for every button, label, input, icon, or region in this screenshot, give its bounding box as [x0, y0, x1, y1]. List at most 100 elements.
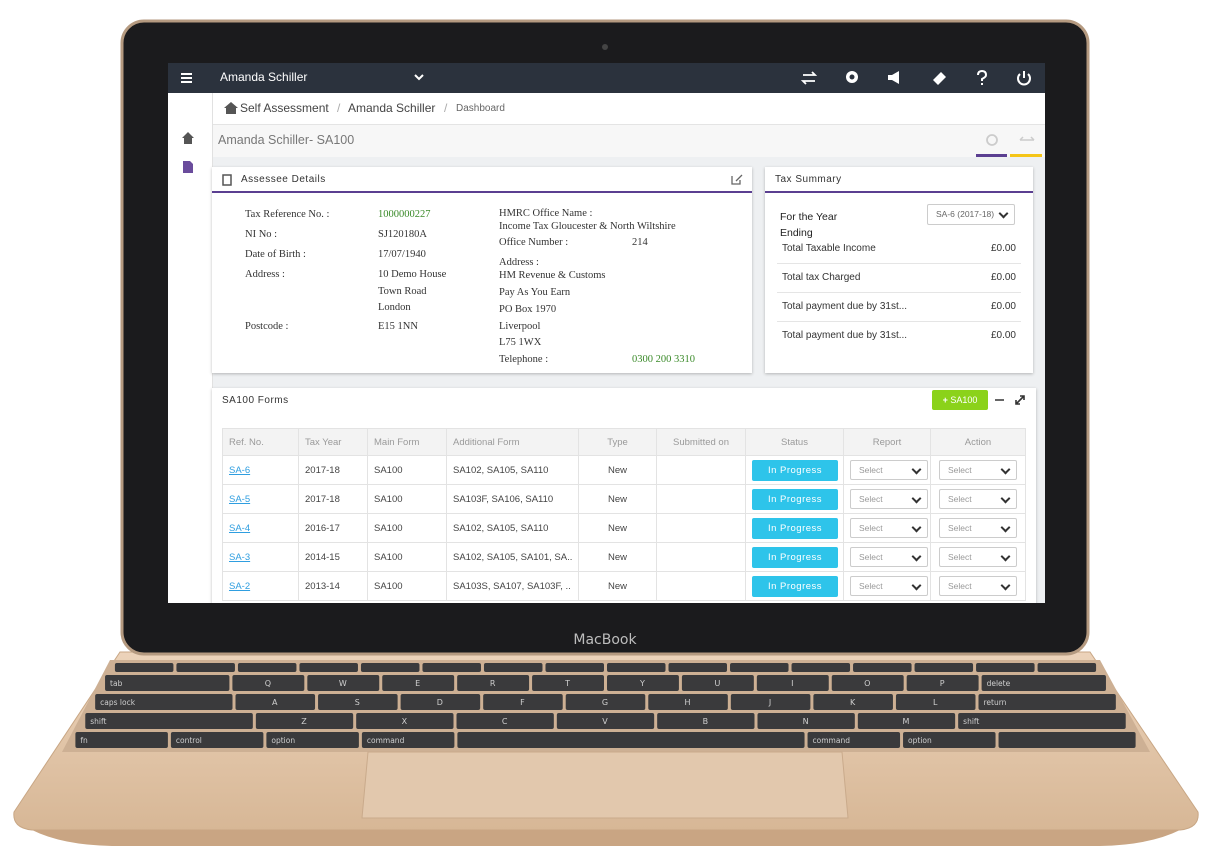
- key[interactable]: [105, 675, 230, 691]
- select-box[interactable]: Select: [939, 460, 1017, 480]
- table-cell: 2013-14: [298, 571, 368, 601]
- function-key[interactable]: [853, 663, 912, 672]
- key[interactable]: [730, 694, 811, 710]
- key[interactable]: [831, 675, 904, 691]
- function-key[interactable]: [237, 663, 297, 672]
- function-key[interactable]: [483, 663, 543, 672]
- ref-link[interactable]: SA-2: [229, 580, 251, 592]
- key[interactable]: [607, 675, 679, 691]
- key[interactable]: [85, 713, 253, 729]
- toolbar-icons[interactable]: [800, 70, 1040, 86]
- function-key[interactable]: [976, 663, 1035, 672]
- function-key[interactable]: [299, 663, 358, 672]
- edit-icon[interactable]: [730, 172, 744, 186]
- key[interactable]: [648, 694, 728, 710]
- key-label: U: [714, 679, 720, 688]
- select-box[interactable]: Select: [850, 489, 928, 509]
- key[interactable]: [232, 675, 305, 691]
- status-badge[interactable]: In Progress: [752, 546, 838, 568]
- space-bar[interactable]: [457, 732, 805, 748]
- user-dropdown[interactable]: [413, 73, 425, 83]
- key[interactable]: [903, 732, 996, 748]
- key[interactable]: [75, 732, 168, 748]
- key[interactable]: [857, 713, 956, 729]
- function-key[interactable]: [914, 663, 974, 672]
- select-box[interactable]: Select: [850, 460, 928, 480]
- forms-nav[interactable]: [182, 160, 194, 174]
- status-badge[interactable]: In Progress: [752, 459, 838, 481]
- key[interactable]: [361, 732, 455, 748]
- function-key[interactable]: [545, 663, 604, 672]
- key[interactable]: [532, 675, 604, 691]
- key[interactable]: [978, 694, 1116, 710]
- key[interactable]: [266, 732, 359, 748]
- select-box[interactable]: Select: [939, 547, 1017, 567]
- key[interactable]: [981, 675, 1106, 691]
- ref-link[interactable]: SA-6: [229, 464, 251, 476]
- select-box[interactable]: Select: [850, 547, 928, 567]
- user-name[interactable]: Amanda Schiller: [220, 70, 308, 84]
- key-label: option: [908, 736, 932, 745]
- key[interactable]: [757, 713, 855, 729]
- key[interactable]: [307, 675, 380, 691]
- select-box[interactable]: Select: [939, 518, 1017, 538]
- key[interactable]: [958, 713, 1126, 729]
- key[interactable]: [318, 694, 398, 710]
- key[interactable]: [681, 675, 754, 691]
- field-value: Liverpool: [499, 321, 541, 332]
- arrow-keys[interactable]: [998, 732, 1136, 748]
- ref-link[interactable]: SA-3: [229, 551, 251, 563]
- field-value: 10 Demo House: [378, 269, 447, 280]
- function-key[interactable]: [607, 663, 666, 672]
- panel-header: Assessee Details: [212, 167, 752, 193]
- status-badge[interactable]: In Progress: [752, 575, 838, 597]
- key[interactable]: [382, 675, 455, 691]
- function-key[interactable]: [114, 663, 174, 672]
- year-select[interactable]: SA-6 (2017-18): [927, 204, 1015, 225]
- key[interactable]: [356, 713, 454, 729]
- field-value: 0300 200 3310: [632, 354, 695, 365]
- crumb-link[interactable]: Self Assessment: [240, 101, 329, 115]
- key[interactable]: [456, 713, 554, 729]
- add-form-button[interactable]: + SA100: [932, 390, 988, 410]
- key[interactable]: [807, 732, 901, 748]
- function-key[interactable]: [176, 663, 235, 672]
- select-box[interactable]: Select: [850, 518, 928, 538]
- function-key[interactable]: [791, 663, 851, 672]
- key[interactable]: [895, 694, 976, 710]
- key[interactable]: [457, 675, 530, 691]
- crumb-link[interactable]: Amanda Schiller: [348, 101, 436, 115]
- panel-controls[interactable]: [994, 394, 1028, 406]
- function-key[interactable]: [1037, 663, 1097, 672]
- field-value: HM Revenue & Customs: [499, 270, 606, 281]
- key[interactable]: [556, 713, 655, 729]
- summary-label: Total payment due by 31st...: [782, 301, 908, 312]
- function-key[interactable]: [730, 663, 789, 672]
- key[interactable]: [813, 694, 893, 710]
- title-actions[interactable]: [976, 133, 1045, 157]
- key[interactable]: [235, 694, 316, 710]
- key[interactable]: [255, 713, 354, 729]
- menu-icon[interactable]: [180, 72, 194, 84]
- ref-link[interactable]: SA-4: [229, 522, 251, 534]
- function-key[interactable]: [422, 663, 481, 672]
- function-key[interactable]: [360, 663, 420, 672]
- status-badge[interactable]: In Progress: [752, 488, 838, 510]
- select-box[interactable]: Select: [850, 576, 928, 596]
- ref-link[interactable]: SA-5: [229, 493, 251, 505]
- key[interactable]: [483, 694, 563, 710]
- key[interactable]: [95, 694, 233, 710]
- key[interactable]: [170, 732, 264, 748]
- key[interactable]: [756, 675, 829, 691]
- status-badge[interactable]: In Progress: [752, 517, 838, 539]
- home-nav[interactable]: [181, 131, 195, 145]
- select-box[interactable]: Select: [939, 576, 1017, 596]
- key[interactable]: [906, 675, 979, 691]
- select-box[interactable]: Select: [939, 489, 1017, 509]
- panel-header: Tax Summary: [765, 167, 1033, 193]
- key[interactable]: [400, 694, 481, 710]
- key[interactable]: [565, 694, 646, 710]
- key[interactable]: [657, 713, 755, 729]
- function-key[interactable]: [668, 663, 728, 672]
- button-label: SA100: [950, 395, 978, 405]
